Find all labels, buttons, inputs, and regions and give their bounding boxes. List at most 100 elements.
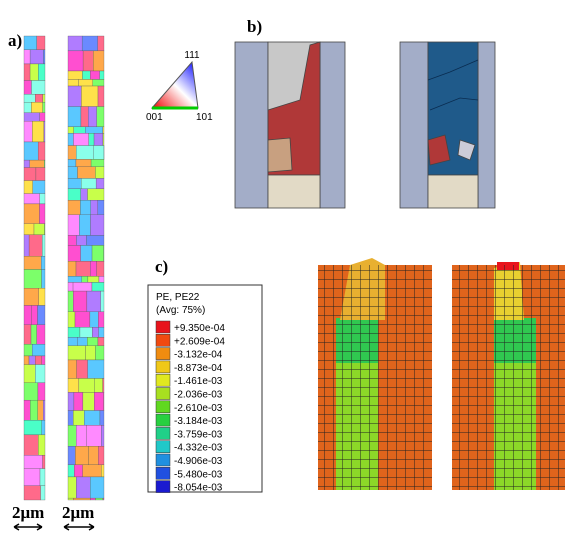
- grain: [23, 355, 30, 365]
- grain: [88, 106, 97, 128]
- grain: [96, 261, 105, 277]
- legend-swatch: [155, 467, 171, 480]
- ipf-label: 111: [184, 50, 200, 61]
- legend-label: -4.332e-03: [174, 443, 223, 454]
- grain: [23, 49, 31, 65]
- grain: [97, 200, 105, 215]
- grain: [23, 234, 30, 257]
- grain: [23, 288, 39, 306]
- ipf-label: 101: [196, 112, 213, 123]
- grain: [23, 80, 32, 95]
- grain: [86, 290, 101, 312]
- grain: [76, 145, 94, 160]
- grain: [41, 420, 46, 436]
- grain: [99, 70, 105, 80]
- grain: [67, 85, 82, 107]
- grain: [23, 120, 33, 143]
- grain: [67, 497, 74, 501]
- grain: [67, 476, 77, 499]
- grain: [67, 392, 75, 411]
- grain-model-right: [399, 41, 496, 209]
- legend-swatch: [155, 400, 171, 414]
- grain: [89, 311, 99, 328]
- grain: [28, 355, 36, 365]
- grain: [67, 126, 74, 134]
- grain: [43, 399, 46, 421]
- grain: [87, 188, 105, 201]
- grain: [93, 50, 105, 72]
- grain: [23, 63, 31, 81]
- legend-label: -8.873e-04: [174, 363, 223, 374]
- grain: [82, 392, 95, 411]
- grain: [73, 392, 84, 411]
- legend-swatch: [155, 360, 171, 374]
- grain: [31, 80, 46, 95]
- grain: [67, 166, 78, 179]
- legend-label: -2.610e-03: [174, 403, 223, 414]
- grain: [37, 382, 46, 401]
- grain: [39, 203, 46, 224]
- fe-mesh-right: [452, 262, 565, 490]
- grain: [82, 70, 91, 80]
- grain: [95, 497, 104, 501]
- grain: [67, 327, 81, 338]
- legend-label: -8.054e-03: [174, 483, 223, 494]
- legend-swatch: [155, 387, 171, 400]
- ebsd-maps: [23, 35, 105, 501]
- grain: [73, 290, 88, 312]
- grain: [72, 282, 93, 292]
- grain: [78, 378, 95, 393]
- legend-swatch: [155, 480, 171, 493]
- grain: [32, 120, 45, 143]
- grain: [90, 261, 97, 277]
- grain: [23, 180, 33, 194]
- grain: [67, 282, 74, 292]
- legend-subtitle: (Avg: 75%): [156, 305, 205, 316]
- legend-swatch: [155, 413, 171, 427]
- grain: [39, 112, 46, 122]
- grain: [102, 378, 105, 393]
- grain: [23, 399, 31, 421]
- panel-label: c): [155, 257, 168, 276]
- grain: [101, 464, 105, 478]
- grain: [23, 344, 33, 357]
- grain: [67, 70, 83, 80]
- grain: [23, 141, 39, 161]
- grain: [67, 159, 77, 167]
- grain: [77, 166, 96, 179]
- grain: [81, 276, 89, 283]
- grain: [41, 355, 46, 365]
- grain: [67, 245, 81, 262]
- legend-label: -1.461e-03: [174, 376, 223, 387]
- grain: [67, 106, 82, 128]
- grain: [67, 290, 74, 312]
- grain: [101, 425, 105, 447]
- grain: [102, 126, 105, 134]
- grain: [31, 102, 43, 113]
- grain: [98, 446, 105, 466]
- grain: [31, 305, 38, 325]
- grain: [73, 497, 91, 501]
- grain: [67, 188, 81, 201]
- grain: [23, 167, 37, 181]
- grain: [23, 223, 35, 236]
- grain: [79, 214, 91, 236]
- panel-label: a): [8, 31, 22, 50]
- grain: [67, 446, 76, 466]
- grain: [91, 282, 105, 292]
- grain: [82, 464, 102, 478]
- grain: [77, 337, 88, 346]
- grain: [39, 468, 46, 486]
- legend-label: -2.036e-03: [174, 390, 223, 401]
- grain: [90, 497, 96, 501]
- grain: [23, 193, 40, 205]
- grain: [30, 324, 37, 345]
- fe-mesh-left: [318, 258, 432, 490]
- grain: [23, 485, 41, 501]
- legend-label: -3.759e-03: [174, 429, 223, 440]
- grain: [23, 269, 42, 289]
- legend-label: +2.609e-04: [174, 336, 225, 347]
- grain: [85, 126, 103, 134]
- grain: [74, 464, 83, 478]
